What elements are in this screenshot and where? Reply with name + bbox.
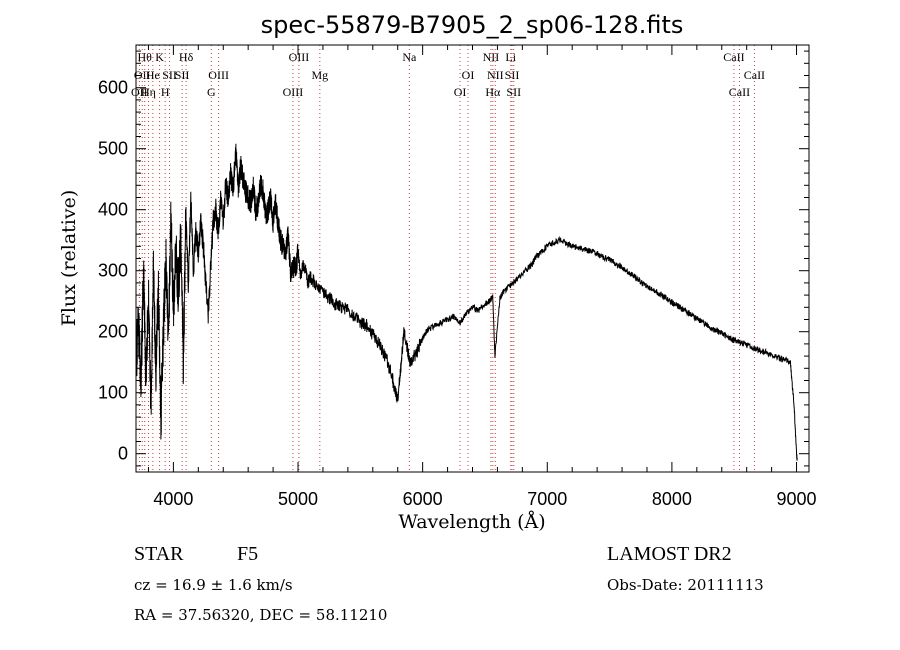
spectral-line-label: SII	[505, 68, 520, 82]
spectral-line-label: OI	[462, 68, 475, 82]
y-axis-label: Flux (relative)	[58, 190, 80, 327]
spectral-line-label: He	[146, 68, 160, 82]
coordinates-readout: RA = 37.56320, DEC = 58.11210	[134, 606, 387, 624]
y-tick-label: 100	[98, 383, 128, 403]
y-tick-label: 0	[118, 444, 128, 464]
spectral-line-label: NII	[483, 50, 500, 64]
y-tick-label: 300	[98, 261, 128, 281]
plot-frame	[135, 44, 810, 473]
x-axis-label: Wavelength (Å)	[398, 511, 545, 533]
spectral-line-label: Hθ	[138, 50, 153, 64]
y-tick-label: 400	[98, 200, 128, 220]
spectral-line-label: CaII	[744, 68, 765, 82]
object-subclass: F5	[237, 543, 258, 565]
spectral-line-label: H	[161, 85, 170, 99]
flux-series	[135, 143, 798, 461]
y-tick-label: 600	[98, 78, 128, 98]
spectral-line-label: Hα	[485, 85, 501, 99]
spectral-line-label: CaII	[729, 85, 750, 99]
spectral-line-label: OIII	[283, 85, 304, 99]
spectral-line-label: Hη	[141, 85, 156, 99]
spectral-line-label: SII	[162, 68, 177, 82]
spectral-lines: OIIOIIHθHηHeKHSIISIIHδGOIIIOIIIOIIIMgNaO…	[131, 45, 765, 472]
flux-line	[135, 143, 798, 461]
observation-date: Obs-Date: 20111113	[607, 576, 764, 594]
x-tick-label: 7000	[527, 489, 567, 509]
spectral-line-label: NII	[487, 68, 504, 82]
spectral-line-label: K	[155, 50, 164, 64]
redshift-readout: cz = 16.9 ± 1.6 km/s	[134, 576, 293, 594]
spectral-line-label: SII	[175, 68, 190, 82]
spectral-line-label: Na	[402, 50, 417, 64]
x-tick-label: 6000	[403, 489, 443, 509]
x-tick-label: 8000	[652, 489, 692, 509]
x-tick-label: 5000	[278, 489, 318, 509]
spectral-line-label: Mg	[311, 68, 328, 82]
spectral-line-label: G	[207, 85, 216, 99]
spectral-line-label: OIII	[289, 50, 310, 64]
spectral-line-label: CaII	[723, 50, 744, 64]
spectral-line-label: OI	[454, 85, 467, 99]
x-tick-label: 9000	[777, 489, 817, 509]
chart-title: spec-55879-B7905_2_sp06-128.fits	[261, 11, 684, 39]
spectral-line-label: OII	[131, 85, 148, 99]
spectral-line-label: Hδ	[179, 50, 194, 64]
spectral-line-label: OII	[134, 68, 151, 82]
spectral-line-label: OIII	[208, 68, 229, 82]
axis-ticks: 4000 5000 6000 7000 8000 9000 0 100 200 300 400 500…	[98, 45, 817, 509]
survey-name: LAMOST DR2	[607, 543, 732, 565]
object-class: STAR	[134, 543, 184, 565]
y-tick-label: 500	[98, 139, 128, 159]
spectral-line-label: SII	[506, 85, 521, 99]
x-tick-label: 4000	[153, 489, 193, 509]
y-tick-label: 200	[98, 322, 128, 342]
spectral-line-label: Li	[505, 50, 516, 64]
